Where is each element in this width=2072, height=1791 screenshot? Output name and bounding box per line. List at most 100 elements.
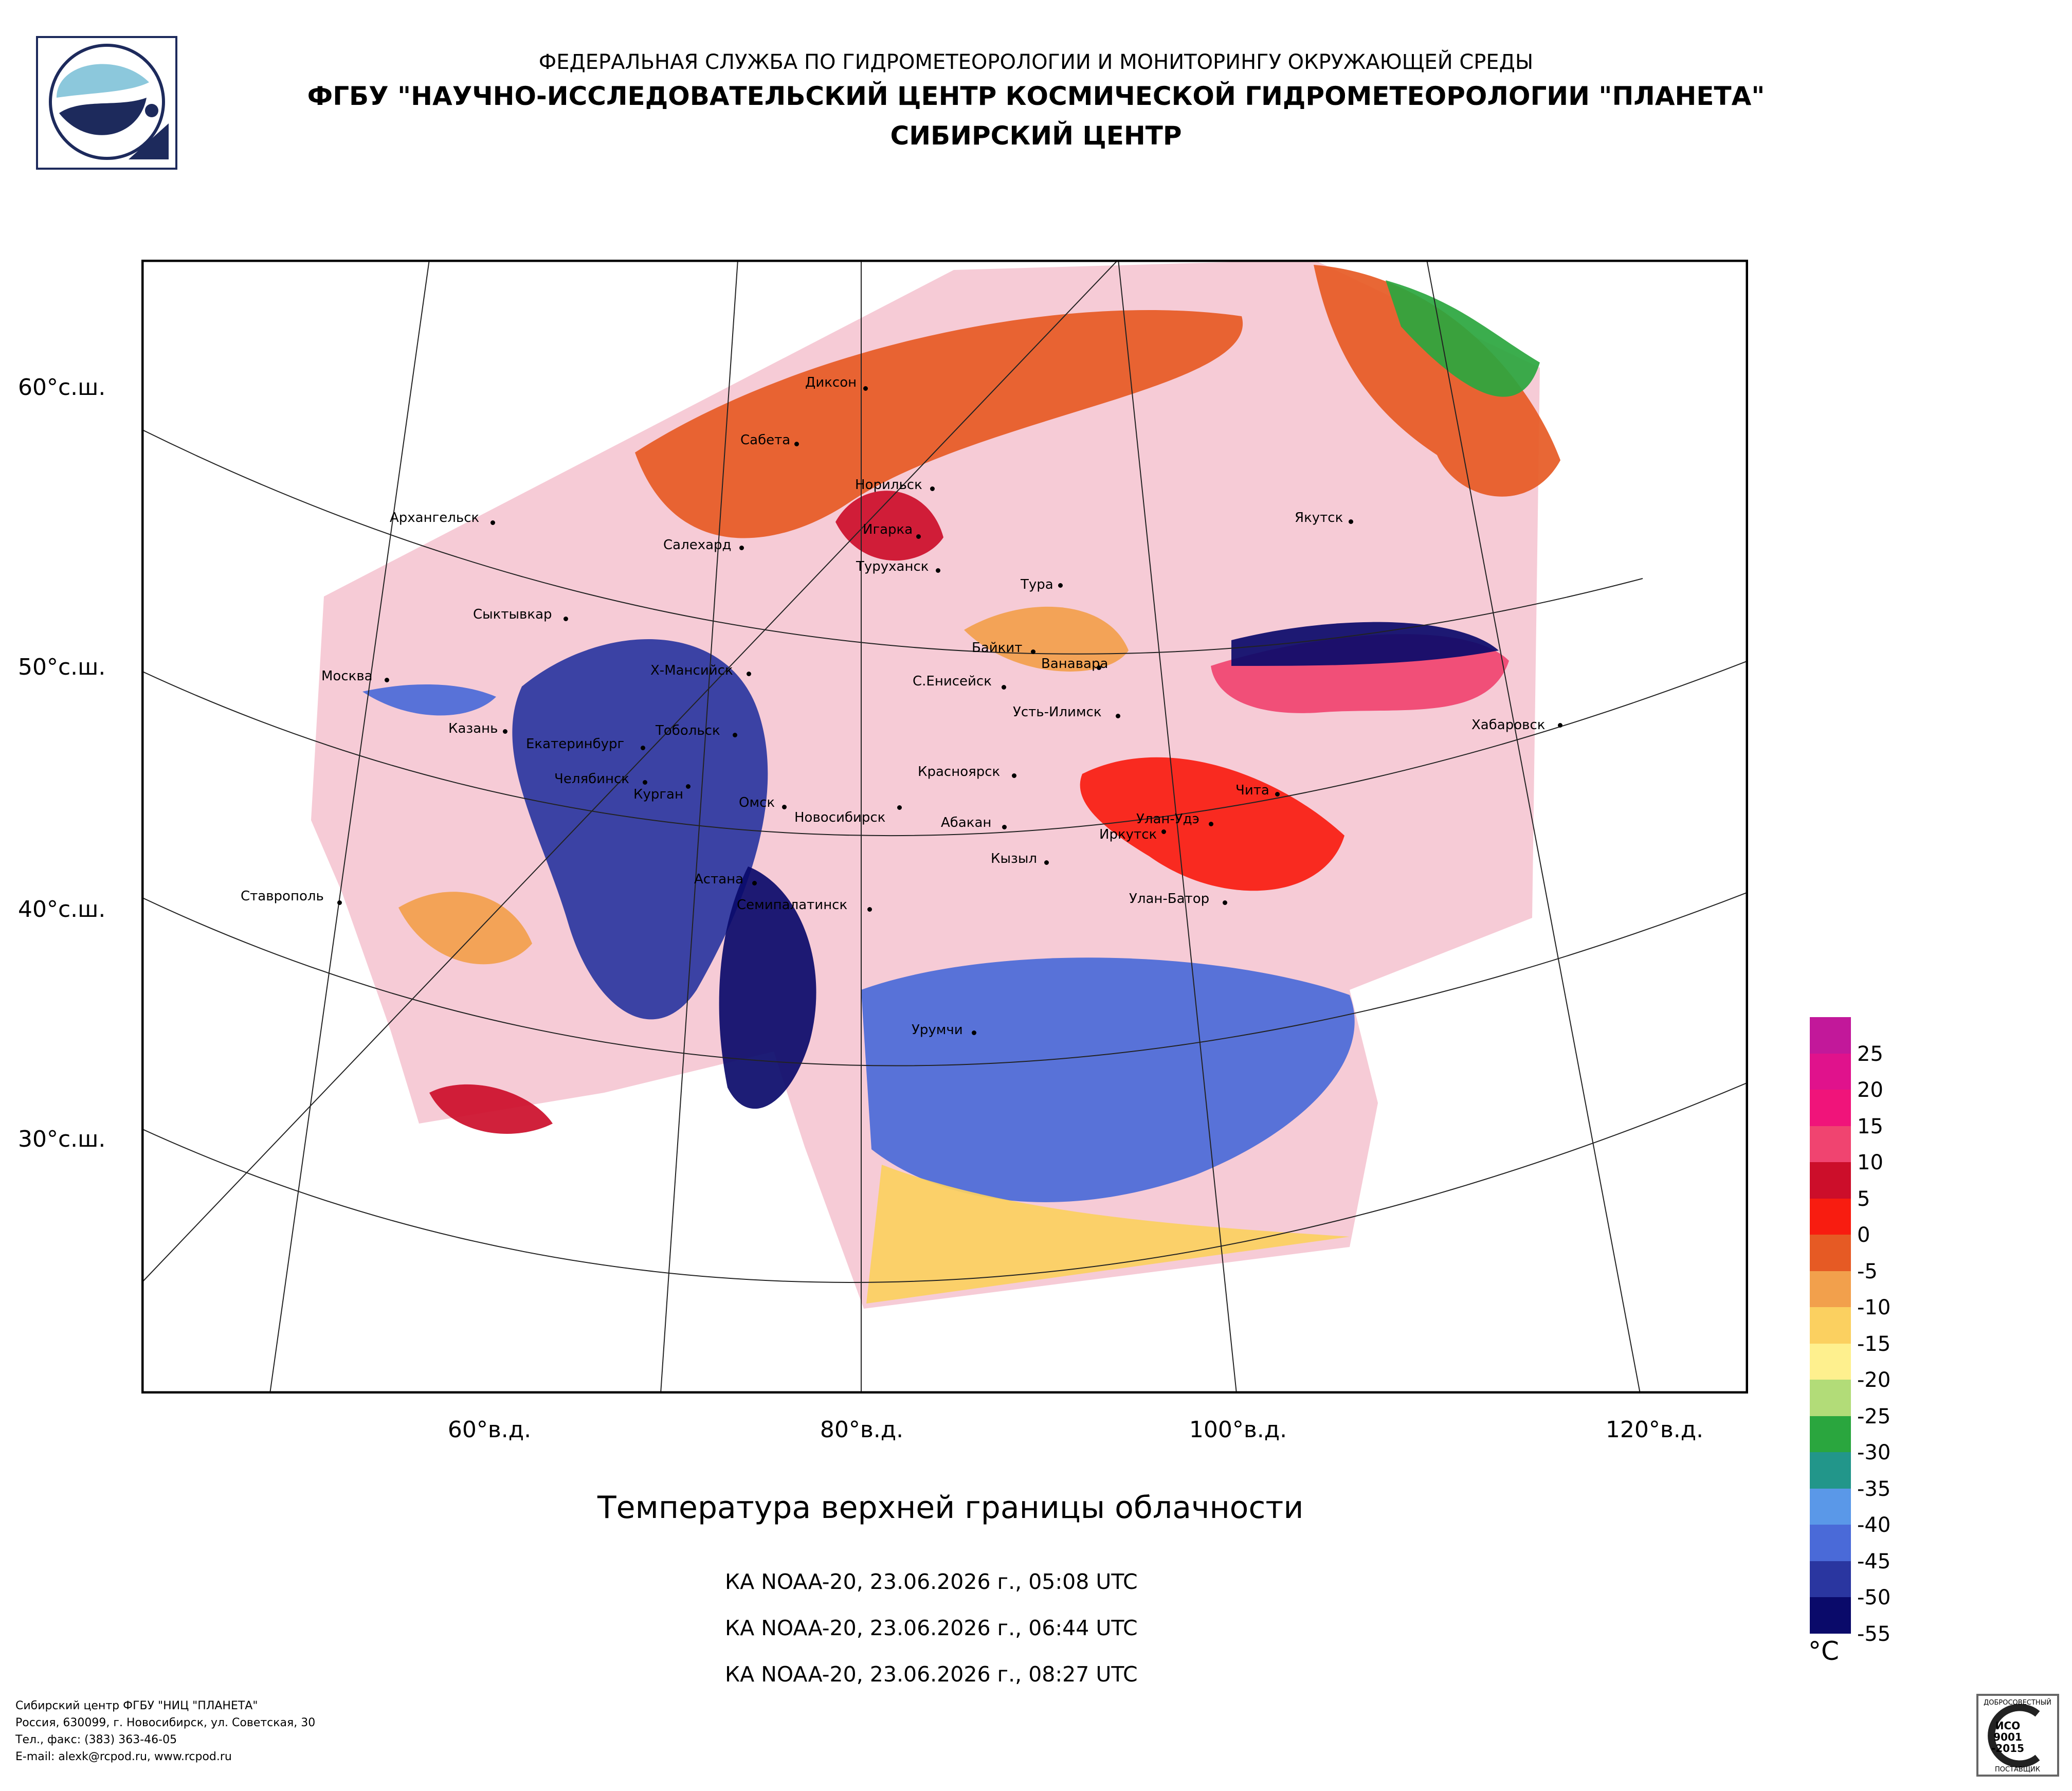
city-marker: [1031, 649, 1035, 654]
city-label-kyzyl: Кызыл: [991, 851, 1037, 866]
city-label-syktyvkar: Сыктывкар: [473, 607, 552, 622]
city-marker: [794, 442, 799, 446]
footer-email: E-mail: alexk@rcpod.ru, www.rcpod.ru: [15, 1750, 232, 1763]
pass-line-3: КА NOAA-20, 23.06.2026 г., 08:27 UTC: [725, 1662, 1138, 1687]
legend-swatch: [1810, 1597, 1851, 1634]
map-panel: [141, 260, 1748, 1394]
city-label-moskva: Москва: [321, 668, 373, 684]
city-label-chita: Чита: [1235, 783, 1269, 798]
legend-swatch: [1810, 1488, 1851, 1525]
city-marker: [1349, 519, 1353, 524]
city-marker: [1275, 792, 1280, 797]
city-label-yakutsk: Якутск: [1295, 510, 1343, 526]
city-label-krasnoyarsk: Красноярск: [918, 764, 1001, 780]
city-marker: [641, 746, 645, 750]
cert-line1: ИСО: [1995, 1720, 2020, 1732]
city-label-khanty-mansiysk: Х-Мансийск: [650, 663, 733, 678]
graticule: [141, 260, 1748, 1394]
city-marker: [863, 386, 868, 391]
legend-tick-label: -40: [1857, 1513, 1891, 1537]
city-label-turukhansk: Туруханск: [856, 559, 929, 574]
city-label-irkutsk: Иркутск: [1099, 827, 1157, 842]
legend-swatch: [1810, 1235, 1851, 1271]
legend-tick-label: -35: [1857, 1477, 1891, 1501]
city-marker: [1002, 685, 1006, 690]
city-marker: [564, 617, 568, 621]
lon-label-60: 60°в.д.: [447, 1417, 532, 1443]
legend-tick-label: 25: [1857, 1042, 1883, 1066]
city-label-igarka: Игарка: [863, 522, 913, 537]
lon-label-100: 100°в.д.: [1189, 1417, 1287, 1443]
city-marker: [1223, 900, 1227, 905]
city-marker: [1058, 583, 1063, 588]
city-marker: [972, 1030, 976, 1035]
city-label-sabeta: Сабета: [740, 432, 791, 448]
city-label-stavropol: Ставрополь: [241, 889, 324, 904]
planeta-logo: [36, 36, 177, 170]
legend-swatch: [1810, 1271, 1851, 1307]
cloud-field: [311, 260, 1560, 1309]
temperature-colorbar: [1810, 1017, 1851, 1634]
city-label-semipalatinsk: Семипалатинск: [737, 897, 848, 913]
city-marker: [747, 672, 751, 676]
city-label-norilsk: Норильск: [855, 477, 922, 493]
city-label-kurgan: Курган: [633, 787, 683, 802]
legend-swatch: [1810, 1162, 1851, 1199]
cert-line3: -2015: [1991, 1742, 2024, 1754]
city-label-s-eniseysk: С.Енисейск: [913, 674, 992, 689]
city-marker: [1558, 723, 1562, 728]
legend-tick-label: -25: [1857, 1404, 1891, 1428]
city-marker: [936, 568, 940, 573]
cert-top-text: ДОБРОСОВЕСТНЫЙ: [1984, 1698, 2051, 1707]
legend-swatch: [1810, 1343, 1851, 1380]
city-label-tura: Тура: [1021, 577, 1053, 592]
city-marker: [897, 805, 902, 810]
legend-tick-label: -30: [1857, 1441, 1891, 1464]
city-label-ulan-bator: Улан-Батор: [1129, 891, 1210, 907]
header-line3: СИБИРСКИЙ ЦЕНТР: [890, 121, 1182, 151]
legend-tick-label: 10: [1857, 1151, 1883, 1174]
city-marker: [916, 534, 921, 539]
city-marker: [752, 881, 757, 885]
legend-tick-label: -15: [1857, 1332, 1891, 1356]
legend-swatch: [1810, 1452, 1851, 1489]
legend-tick-label: 0: [1857, 1223, 1870, 1247]
city-label-dikson: Диксон: [805, 375, 857, 390]
legend-swatch: [1810, 1416, 1851, 1452]
lat-label-60: 60°с.ш.: [18, 374, 106, 401]
city-marker: [782, 805, 787, 809]
city-label-baikit: Байкит: [972, 640, 1023, 656]
city-label-ust-ilimsk: Усть-Илимск: [1013, 704, 1102, 720]
footer-phone: Тел., факс: (383) 363-46-05: [15, 1733, 177, 1746]
pass-line-1: КА NOAA-20, 23.06.2026 г., 05:08 UTC: [725, 1569, 1138, 1594]
city-label-abakan: Абакан: [941, 815, 992, 830]
legend-swatch: [1810, 1017, 1851, 1054]
city-label-khabarovsk: Хабаровск: [1471, 717, 1546, 733]
legend-swatch: [1810, 1053, 1851, 1090]
footer-org: Сибирский центр ФГБУ "НИЦ "ПЛАНЕТА": [15, 1699, 258, 1712]
legend-swatch: [1810, 1525, 1851, 1561]
city-marker: [1002, 825, 1007, 829]
cert-bottom-text: ПОСТАВЩИК: [1995, 1766, 2040, 1774]
city-marker: [643, 780, 647, 785]
lat-label-40: 40°с.ш.: [18, 896, 106, 922]
city-label-kazan: Казань: [448, 721, 498, 736]
lat-label-30: 30°с.ш.: [18, 1126, 106, 1152]
lat-label-50: 50°с.ш.: [18, 654, 106, 680]
legend-swatch: [1810, 1126, 1851, 1162]
footer-address: Россия, 630099, г. Новосибирск, ул. Сове…: [15, 1716, 316, 1729]
city-marker: [1116, 714, 1120, 718]
header-line2: ФГБУ "НАУЧНО-ИССЛЕДОВАТЕЛЬСКИЙ ЦЕНТР КОС…: [307, 81, 1765, 111]
product-title: Температура верхней границы облачности: [597, 1490, 1304, 1526]
legend-tick-label: -20: [1857, 1368, 1891, 1392]
legend-tick-label: 15: [1857, 1114, 1883, 1138]
city-marker: [385, 678, 389, 682]
legend-tick-label: -5: [1857, 1259, 1878, 1283]
city-label-urumqi: Урумчи: [912, 1022, 963, 1038]
city-label-arkhangelsk: Архангельск: [390, 510, 480, 526]
city-marker: [503, 729, 507, 734]
city-marker: [490, 520, 495, 525]
legend-swatch: [1810, 1090, 1851, 1126]
city-marker: [867, 907, 872, 912]
city-marker: [1209, 822, 1213, 826]
